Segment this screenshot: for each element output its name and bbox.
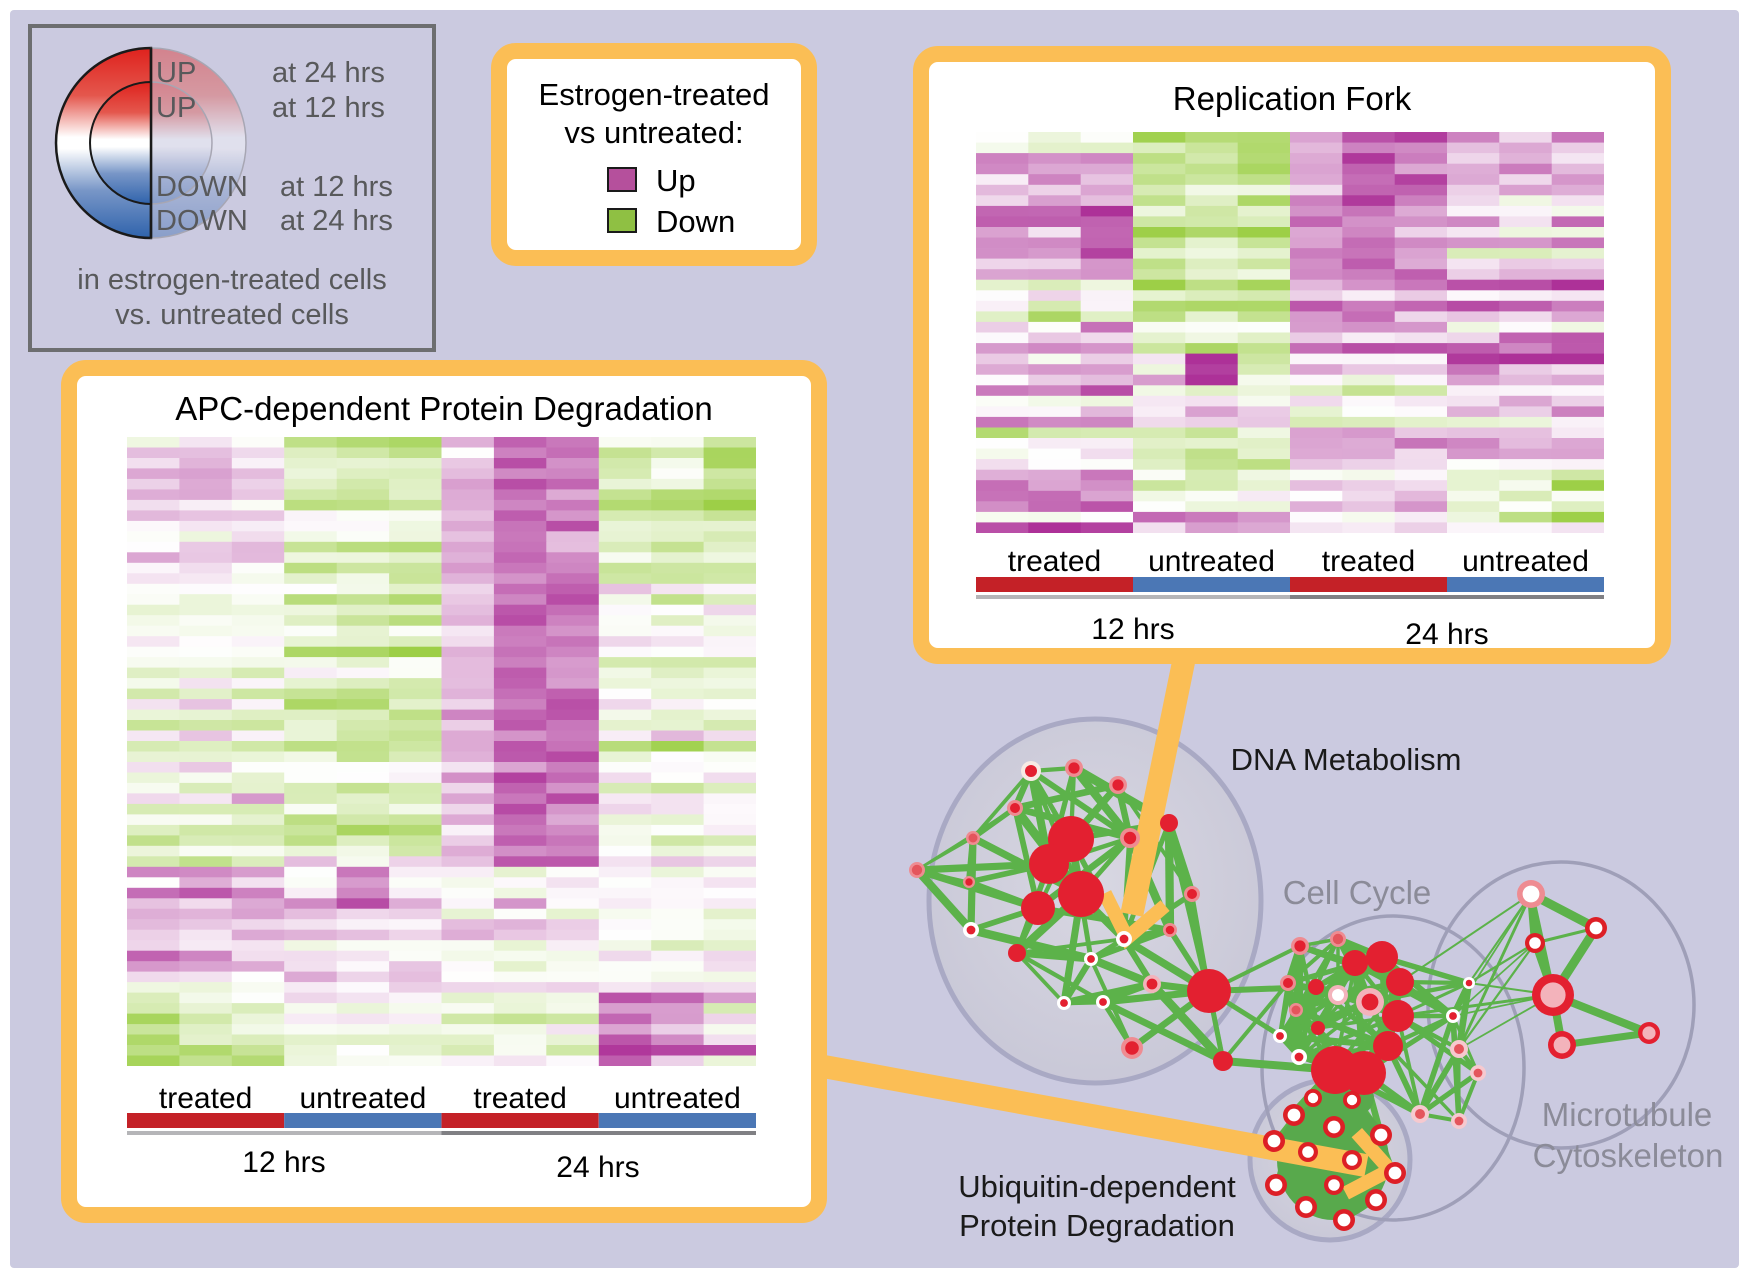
svg-text:vs. untreated cells: vs. untreated cells <box>115 299 349 331</box>
svg-text:Protein Degradation: Protein Degradation <box>959 1208 1235 1243</box>
svg-text:DOWN: DOWN <box>156 171 248 203</box>
svg-text:Cytoskeleton: Cytoskeleton <box>1533 1137 1724 1174</box>
svg-text:at 12 hrs: at 12 hrs <box>272 92 385 124</box>
svg-text:Cell Cycle: Cell Cycle <box>1283 874 1432 911</box>
svg-text:in estrogen-treated cells: in estrogen-treated cells <box>77 264 387 296</box>
svg-text:UP: UP <box>156 57 196 89</box>
svg-text:DOWN: DOWN <box>156 205 248 237</box>
svg-text:at 24 hrs: at 24 hrs <box>272 57 385 89</box>
svg-text:DNA Metabolism: DNA Metabolism <box>1231 742 1462 777</box>
svg-text:at 24 hrs: at 24 hrs <box>280 205 393 237</box>
svg-text:Ubiquitin-dependent: Ubiquitin-dependent <box>958 1169 1236 1204</box>
svg-text:UP: UP <box>156 92 196 124</box>
svg-text:at 12 hrs: at 12 hrs <box>280 171 393 203</box>
svg-text:Microtubule: Microtubule <box>1542 1096 1713 1133</box>
